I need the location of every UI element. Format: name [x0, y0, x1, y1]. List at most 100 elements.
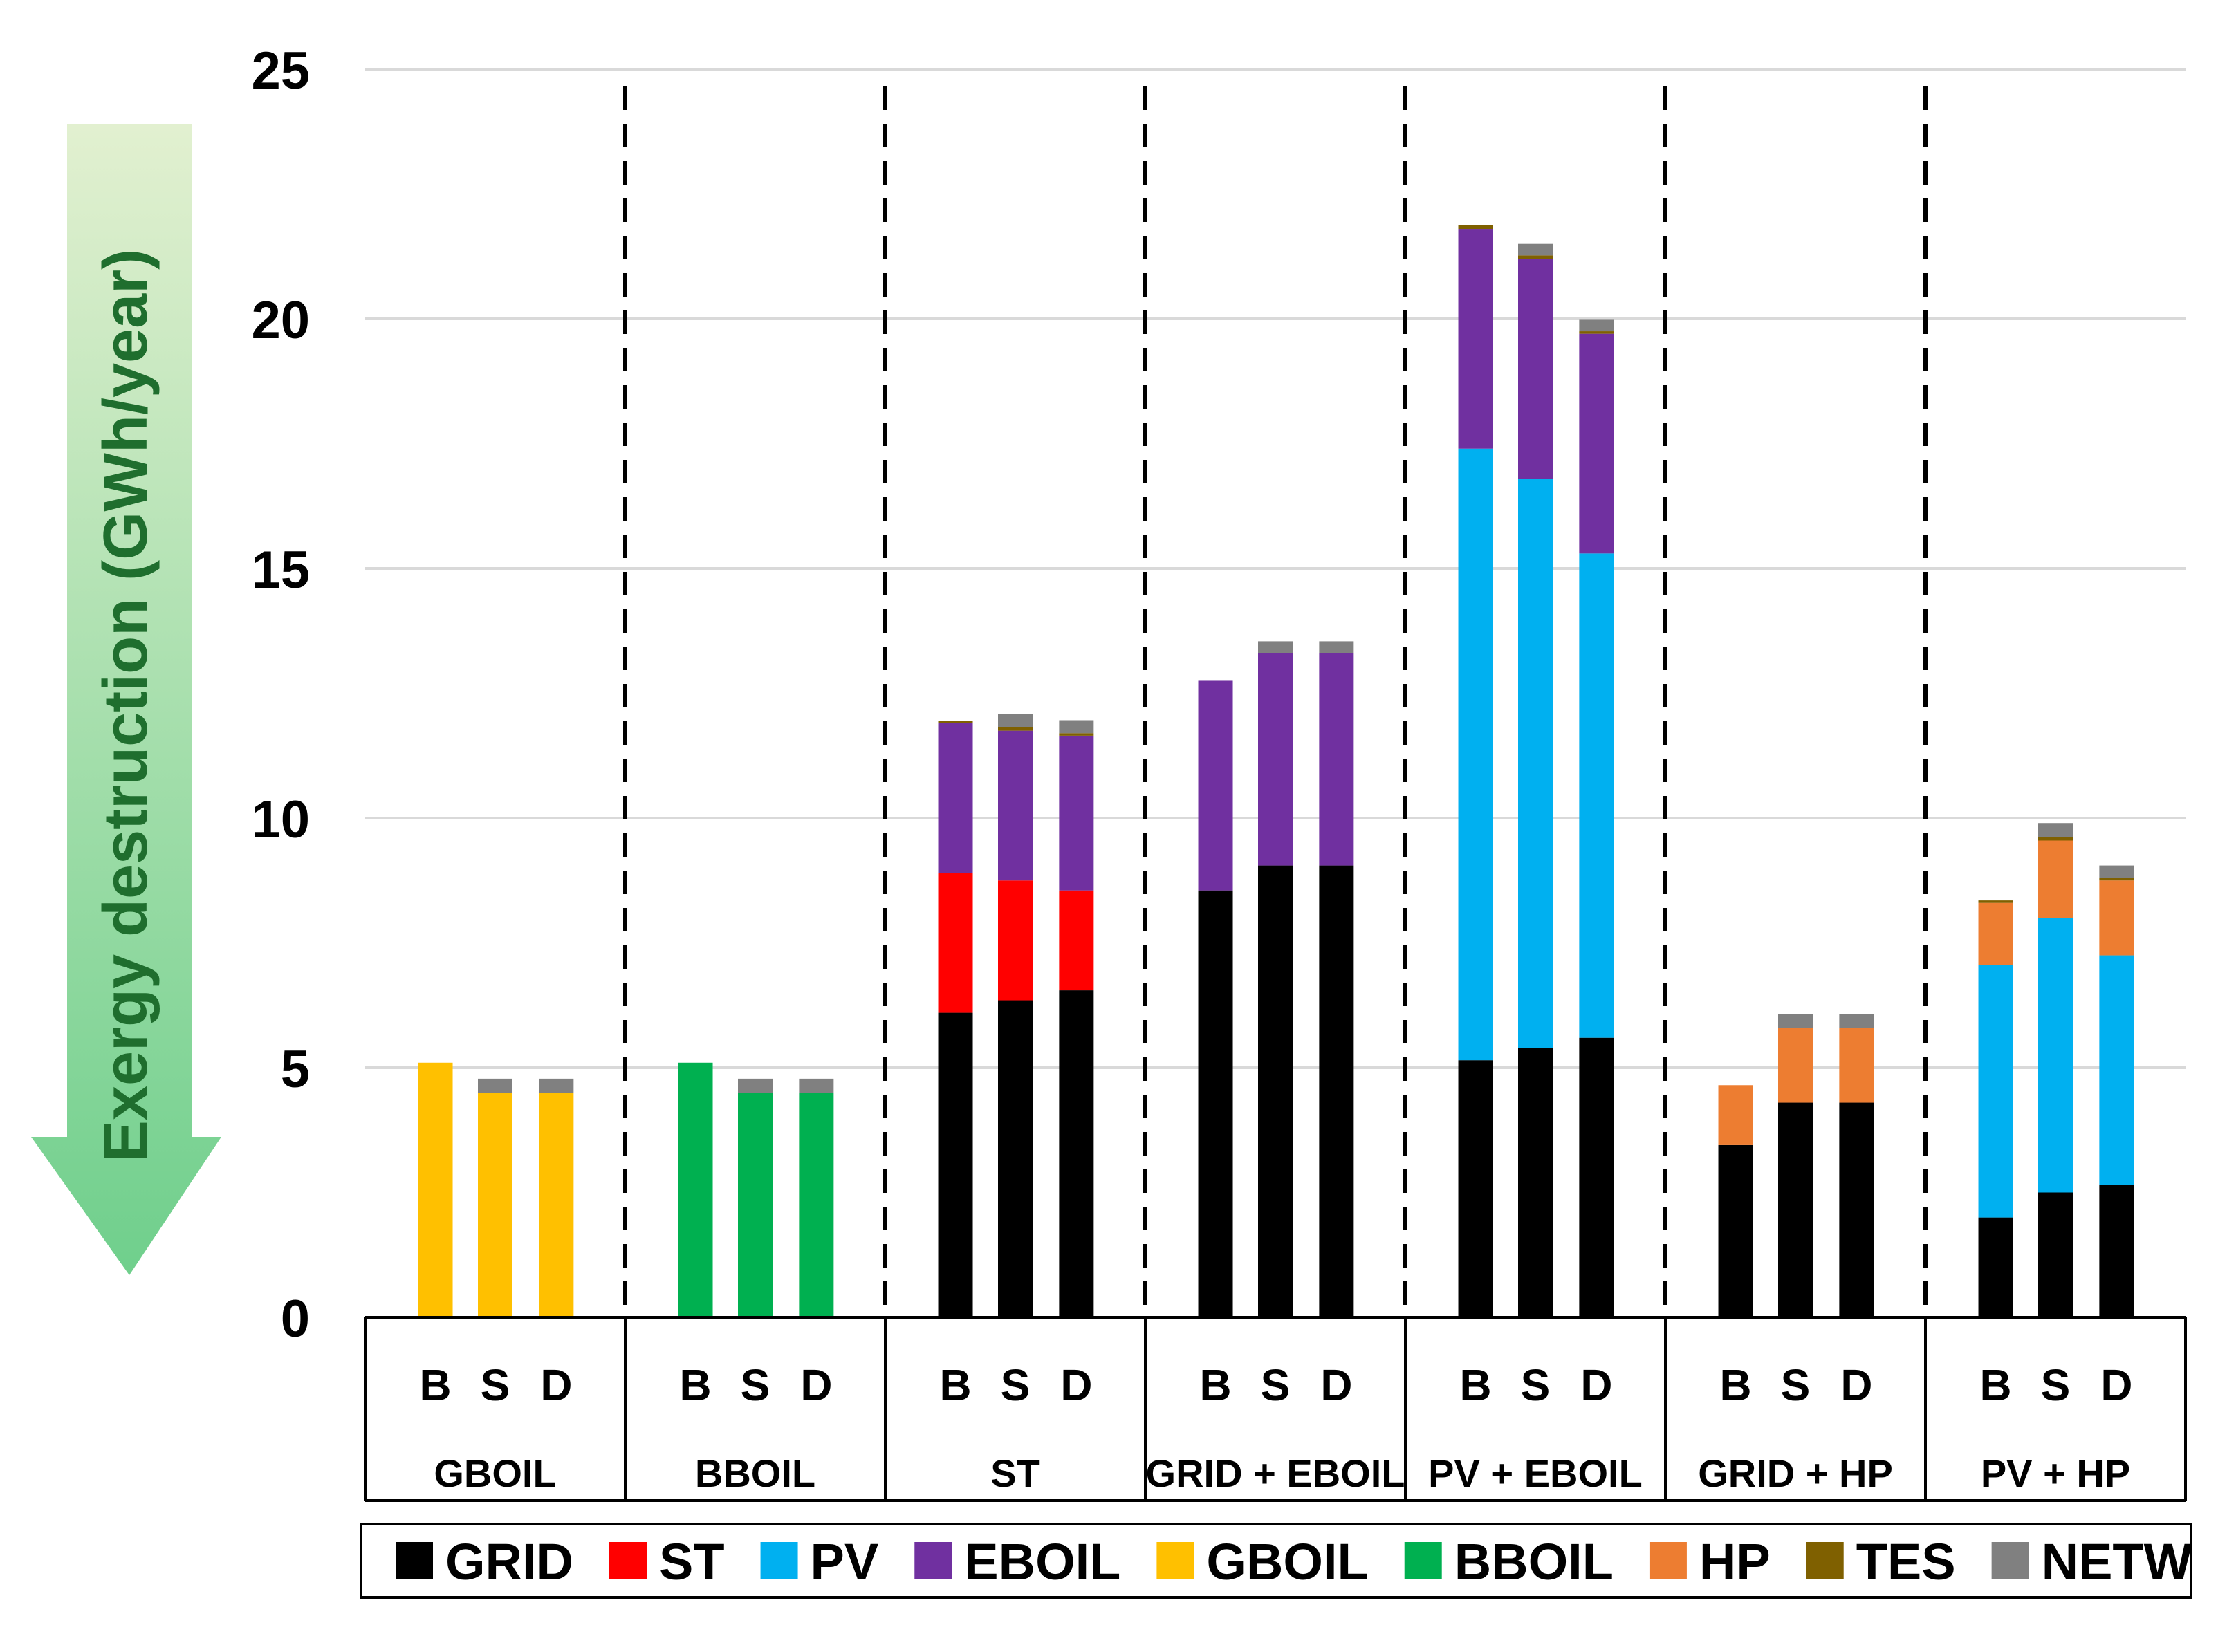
x-category-label: D: [1580, 1360, 1612, 1410]
bar-segment-hp: [1718, 1085, 1753, 1145]
bar-segment-netw: [2038, 823, 2073, 837]
bar-segment-hp: [2038, 840, 2073, 918]
bar-segment-netw: [998, 714, 1033, 727]
bar-segment-grid: [1718, 1144, 1753, 1317]
bar-segment-grid: [1579, 1037, 1614, 1317]
x-group-label: GBOIL: [434, 1451, 556, 1495]
y-axis-label: Exergy destruction (GWh/year): [91, 249, 160, 1162]
legend-label: GBOIL: [1206, 1533, 1368, 1590]
x-category-label: D: [1840, 1360, 1872, 1410]
legend-swatch-tes: [1806, 1542, 1844, 1579]
y-tick-label: 25: [251, 41, 310, 100]
bar-segment-st: [998, 880, 1033, 1001]
legend-label: TES: [1856, 1533, 1956, 1590]
x-category-label: D: [1060, 1360, 1092, 1410]
bar-segment-grid: [1518, 1048, 1553, 1317]
x-category-label: S: [1781, 1360, 1811, 1410]
bar-segment-eboil: [998, 730, 1033, 881]
bar-segment-bboil: [738, 1093, 773, 1317]
bar-segment-st: [938, 873, 973, 1013]
legend-label: ST: [659, 1533, 725, 1590]
y-tick-label: 20: [251, 291, 310, 350]
x-group-label: PV + EBOIL: [1428, 1451, 1643, 1495]
bar-segment-grid: [938, 1012, 973, 1317]
bar-segment-eboil: [1258, 653, 1293, 866]
bar-segment-eboil: [1059, 735, 1094, 891]
x-category-label: B: [679, 1360, 711, 1410]
x-category-label: D: [540, 1360, 572, 1410]
legend-swatch-pv: [760, 1542, 798, 1579]
bar-segment-tes: [1518, 255, 1553, 259]
bar-segment-tes: [1458, 225, 1493, 230]
bar-segment-st: [1059, 890, 1094, 991]
bar-segment-netw: [1778, 1014, 1813, 1028]
bar-segment-hp: [1839, 1028, 1874, 1103]
y-tick-label: 5: [281, 1040, 310, 1099]
legend-box: [360, 1523, 2192, 1599]
bar-segment-netw: [1059, 720, 1094, 734]
bar-segment-grid: [1839, 1102, 1874, 1317]
bar-segment-tes: [998, 727, 1033, 731]
bar-segment-eboil: [1518, 259, 1553, 479]
legend-swatch-netw: [1991, 1542, 2029, 1579]
bar-segment-eboil: [1458, 229, 1493, 449]
x-category-label: S: [1261, 1360, 1291, 1410]
legend-swatch-gboil: [1156, 1542, 1194, 1579]
bar-segment-gboil: [539, 1093, 574, 1317]
bar-segment-tes: [2038, 837, 2073, 841]
bar-segment-netw: [738, 1078, 773, 1093]
bar-segment-grid: [998, 1000, 1033, 1317]
bar-segment-eboil: [938, 723, 973, 873]
legend-label: PV: [811, 1533, 879, 1590]
bar-segment-grid: [2099, 1185, 2134, 1317]
bar-segment-tes: [1579, 331, 1614, 334]
bar-segment-netw: [1319, 641, 1354, 653]
bar-segment-grid: [1458, 1060, 1493, 1317]
x-category-label: B: [939, 1360, 971, 1410]
x-category-label: S: [741, 1360, 770, 1410]
bar-segment-grid: [2038, 1192, 2073, 1317]
legend-swatch-st: [609, 1542, 647, 1579]
y-tick-label: 0: [281, 1290, 310, 1348]
bar-segment-hp: [1778, 1028, 1813, 1103]
x-category-label: D: [800, 1360, 832, 1410]
bar-segment-grid: [1258, 865, 1293, 1317]
bar-segment-pv: [2099, 955, 2134, 1185]
bar-segment-grid: [1059, 990, 1094, 1317]
y-tick-label: 15: [251, 541, 310, 600]
legend-label: BBOIL: [1454, 1533, 1614, 1590]
bar-segment-tes: [938, 721, 973, 723]
bar-segment-bboil: [678, 1062, 713, 1317]
legend-label: NETW: [2042, 1533, 2192, 1590]
legend-swatch-eboil: [914, 1542, 952, 1579]
bar-segment-netw: [1579, 319, 1614, 332]
x-category-label: D: [1320, 1360, 1352, 1410]
bar-segment-tes: [1059, 733, 1094, 736]
bar-segment-pv: [1518, 479, 1553, 1048]
bar-segment-pv: [1458, 448, 1493, 1061]
x-category-label: D: [2100, 1360, 2132, 1410]
bar-segment-pv: [1579, 553, 1614, 1038]
x-category-label: B: [1199, 1360, 1231, 1410]
x-category-label: B: [1979, 1360, 2011, 1410]
x-category-label: S: [481, 1360, 510, 1410]
bar-segment-netw: [1518, 243, 1553, 256]
bar-segment-netw: [1258, 641, 1293, 653]
x-group-label: ST: [990, 1451, 1040, 1495]
down-arrow-icon: [31, 124, 221, 1275]
bar-segment-netw: [539, 1078, 574, 1093]
x-category-label: B: [1719, 1360, 1751, 1410]
bar-segment-eboil: [1579, 333, 1614, 554]
x-category-label: S: [1521, 1360, 1551, 1410]
bar-segment-grid: [1978, 1217, 2013, 1317]
bar-segment-eboil: [1198, 680, 1233, 891]
x-group-label: PV + HP: [1981, 1451, 2130, 1495]
bar-segment-pv: [1978, 965, 2013, 1218]
bar-segment-pv: [2038, 918, 2073, 1193]
legend-swatch-bboil: [1404, 1542, 1442, 1579]
x-category-label: B: [1459, 1360, 1491, 1410]
legend-label: HP: [1699, 1533, 1771, 1590]
bar-segment-tes: [1978, 900, 2013, 903]
x-group-label: GRID + EBOIL: [1146, 1451, 1405, 1495]
